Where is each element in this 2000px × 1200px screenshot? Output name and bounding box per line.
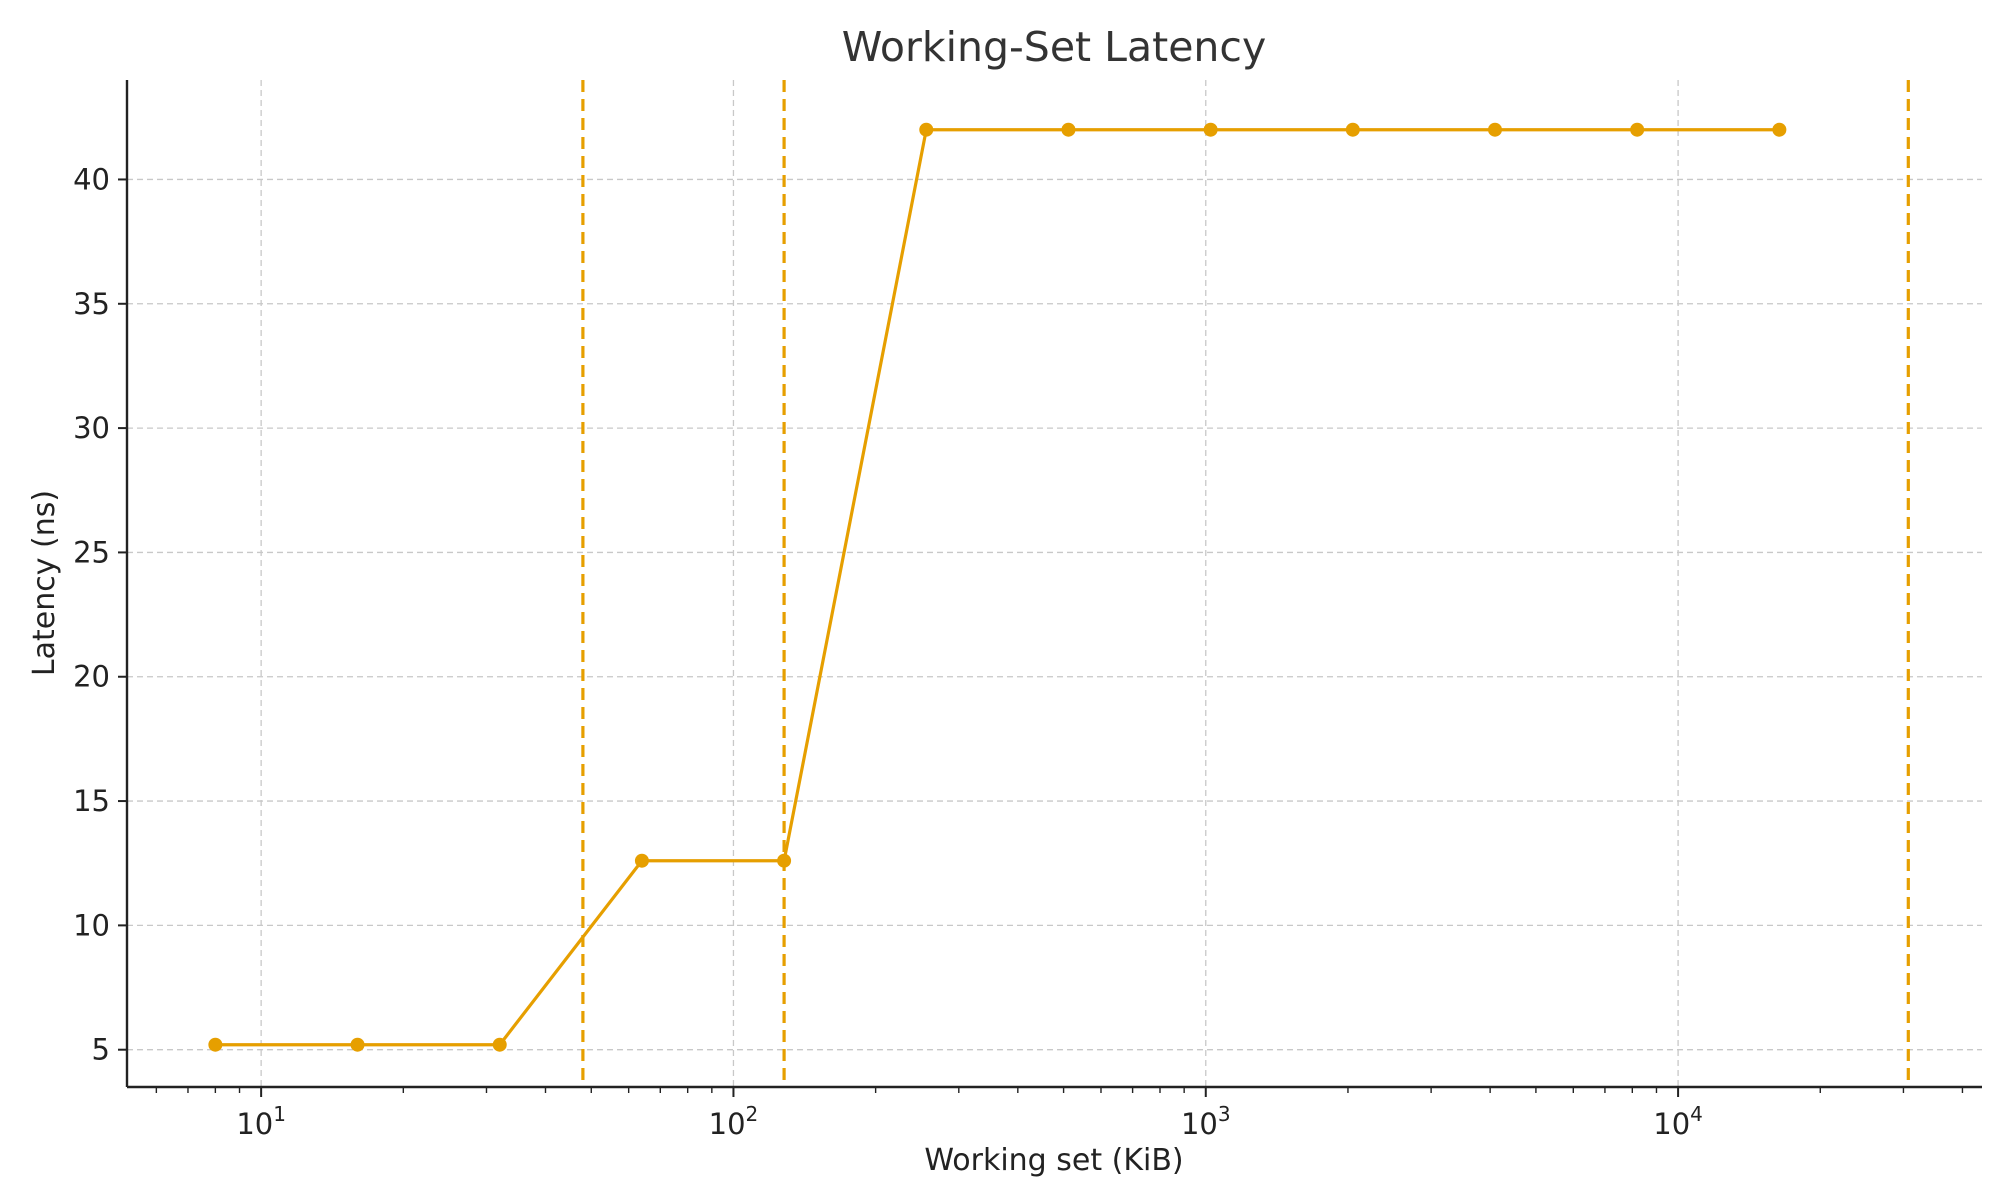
y-tick-label: 15 bbox=[73, 784, 110, 818]
axes bbox=[125, 80, 1982, 1089]
data-point bbox=[1345, 122, 1360, 137]
x-tick-exponent: 3 bbox=[1218, 1102, 1231, 1126]
y-axis-label: Latency (ns) bbox=[27, 490, 62, 676]
y-tick-label: 40 bbox=[73, 162, 110, 196]
data-point bbox=[777, 853, 792, 868]
x-tick-base: 10 bbox=[1653, 1107, 1690, 1141]
data-point bbox=[1061, 122, 1076, 137]
grid-lines bbox=[127, 80, 1982, 1087]
data-point bbox=[1772, 122, 1787, 137]
y-tick-label: 30 bbox=[73, 411, 110, 445]
x-tick-label: 103 bbox=[1181, 1102, 1231, 1141]
x-tick-exponent: 2 bbox=[746, 1102, 759, 1126]
y-tick-label: 20 bbox=[73, 660, 110, 694]
reference-lines bbox=[581, 80, 1910, 1087]
data-point bbox=[1630, 122, 1645, 137]
x-tick-label: 102 bbox=[709, 1102, 759, 1141]
x-tick-label: 101 bbox=[236, 1102, 286, 1141]
y-tick-label: 35 bbox=[73, 287, 110, 321]
data-point bbox=[919, 122, 934, 137]
data-point bbox=[492, 1037, 507, 1052]
series-layer bbox=[208, 122, 1787, 1052]
y-tick-label: 5 bbox=[92, 1033, 110, 1067]
y-tick-label: 10 bbox=[73, 908, 110, 942]
data-point bbox=[208, 1037, 223, 1052]
x-tick-base: 10 bbox=[236, 1107, 273, 1141]
data-point bbox=[634, 853, 649, 868]
x-axis-ticks: 101 102 103 104 bbox=[155, 1087, 1964, 1141]
series-line bbox=[215, 128, 1780, 1047]
x-tick-exponent: 1 bbox=[273, 1102, 286, 1126]
data-point bbox=[1203, 122, 1218, 137]
x-tick-base: 10 bbox=[709, 1107, 746, 1141]
x-tick-exponent: 4 bbox=[1690, 1102, 1703, 1126]
x-tick-label: 104 bbox=[1653, 1102, 1703, 1141]
x-axis-label: Working set (KiB) bbox=[924, 1143, 1183, 1178]
chart-title: Working-Set Latency bbox=[842, 23, 1266, 71]
data-point bbox=[1487, 122, 1502, 137]
data-point bbox=[350, 1037, 365, 1052]
y-axis-ticks: 5 10 15 20 25 30 35 40 bbox=[73, 162, 127, 1067]
y-tick-label: 25 bbox=[73, 535, 110, 569]
x-tick-base: 10 bbox=[1181, 1107, 1218, 1141]
